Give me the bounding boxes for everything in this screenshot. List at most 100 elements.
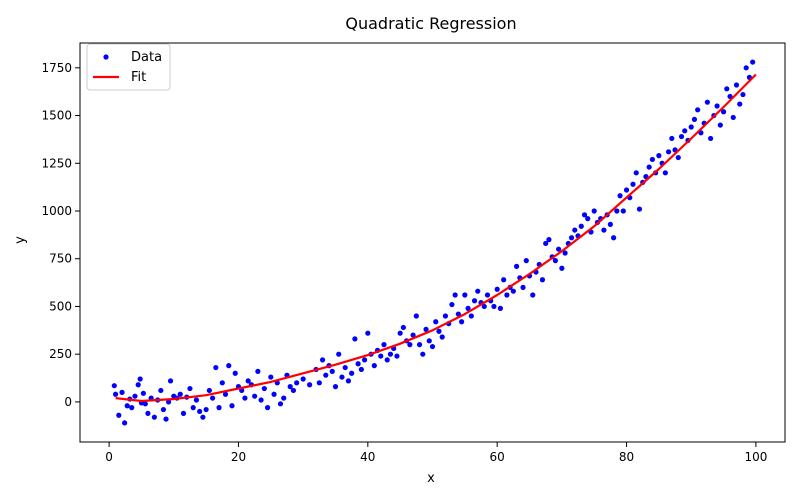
data-point: [400, 324, 406, 331]
y-tick-label: 1000: [41, 204, 72, 218]
data-point: [614, 208, 620, 214]
data-point: [556, 246, 562, 252]
data-point: [578, 223, 584, 229]
data-point: [601, 227, 607, 233]
data-point: [416, 342, 423, 348]
data-point: [116, 412, 122, 418]
x-axis: 0 20 40 60 80 100: [105, 442, 767, 464]
data-point: [160, 406, 167, 413]
data-point: [319, 357, 326, 363]
data-point: [180, 410, 187, 416]
data-point: [355, 361, 361, 367]
plot-frame: [79, 42, 786, 443]
data-point: [462, 292, 468, 298]
data-point: [229, 403, 235, 409]
data-point: [345, 378, 352, 384]
data-point: [307, 382, 313, 388]
data-point: [429, 343, 436, 350]
data-point: [365, 330, 371, 336]
data-point: [581, 212, 588, 218]
chart-title: Quadratic Regression: [345, 14, 516, 33]
data-point: [329, 368, 335, 374]
data-point: [151, 414, 157, 420]
data-point: [142, 401, 148, 407]
data-point: [358, 366, 364, 373]
data-point: [271, 391, 277, 397]
data-point: [623, 187, 630, 193]
data-point: [193, 397, 200, 403]
data-point: [530, 292, 536, 298]
data-point: [187, 385, 193, 392]
data-point: [209, 395, 216, 401]
x-tick-label: 80: [619, 450, 634, 464]
x-tick-label: 40: [360, 450, 375, 464]
data-point: [323, 372, 329, 378]
data-point: [167, 378, 174, 384]
data-point: [649, 156, 656, 163]
data-point: [662, 170, 668, 176]
data-point: [465, 305, 471, 311]
data-point: [410, 332, 416, 338]
y-tick-label: 750: [49, 252, 72, 266]
data-point: [226, 363, 232, 369]
x-tick-label: 20: [231, 450, 246, 464]
data-point: [442, 313, 449, 319]
legend-label: Fit: [131, 70, 146, 85]
data-point: [481, 303, 487, 310]
data-point: [281, 395, 287, 401]
data-point: [501, 277, 507, 283]
x-tick-label: 60: [490, 450, 505, 464]
data-point: [459, 319, 465, 325]
data-point: [714, 103, 720, 109]
data-point: [277, 401, 284, 407]
data-point: [678, 133, 685, 140]
data-point: [426, 338, 432, 344]
data-point: [316, 380, 322, 386]
data-point: [523, 258, 529, 264]
data-point: [455, 311, 461, 317]
data-point: [468, 313, 474, 319]
data-point: [213, 364, 219, 371]
data-point: [620, 208, 626, 214]
data-point: [497, 305, 504, 311]
data-point: [704, 99, 710, 105]
data-point: [539, 277, 546, 283]
legend-marker-data: [103, 54, 109, 60]
data-point: [349, 370, 355, 376]
data-point: [336, 351, 342, 357]
data-point: [740, 91, 746, 98]
data-point: [630, 181, 636, 187]
data-point: [494, 286, 500, 292]
data-point: [585, 216, 591, 222]
data-point: [636, 206, 643, 212]
data-point: [433, 319, 439, 325]
data-point: [200, 414, 206, 420]
y-tick-label: 1500: [41, 109, 72, 123]
data-point: [695, 107, 701, 113]
data-point: [300, 376, 306, 382]
y-axis: 0 250 500 750 1000 1250 1500 1750: [41, 61, 80, 409]
data-point: [268, 374, 274, 380]
data-point: [546, 237, 552, 243]
data-point: [591, 208, 597, 214]
data-point: [112, 391, 119, 397]
plot-area: [79, 42, 786, 443]
data-point: [332, 384, 339, 390]
data-point: [397, 330, 403, 336]
data-point: [203, 406, 209, 413]
data-point: [129, 405, 135, 411]
data-point: [737, 101, 743, 107]
data-point: [520, 284, 526, 290]
data-point: [743, 65, 749, 71]
data-point: [407, 342, 413, 348]
data-point: [387, 351, 394, 357]
data-point: [717, 122, 723, 128]
data-point: [252, 393, 258, 399]
data-point: [219, 380, 225, 386]
y-tick-label: 1750: [41, 61, 72, 75]
y-axis-label: y: [13, 236, 28, 244]
data-point: [688, 124, 694, 130]
data-point: [682, 128, 688, 134]
data-point: [122, 420, 128, 426]
